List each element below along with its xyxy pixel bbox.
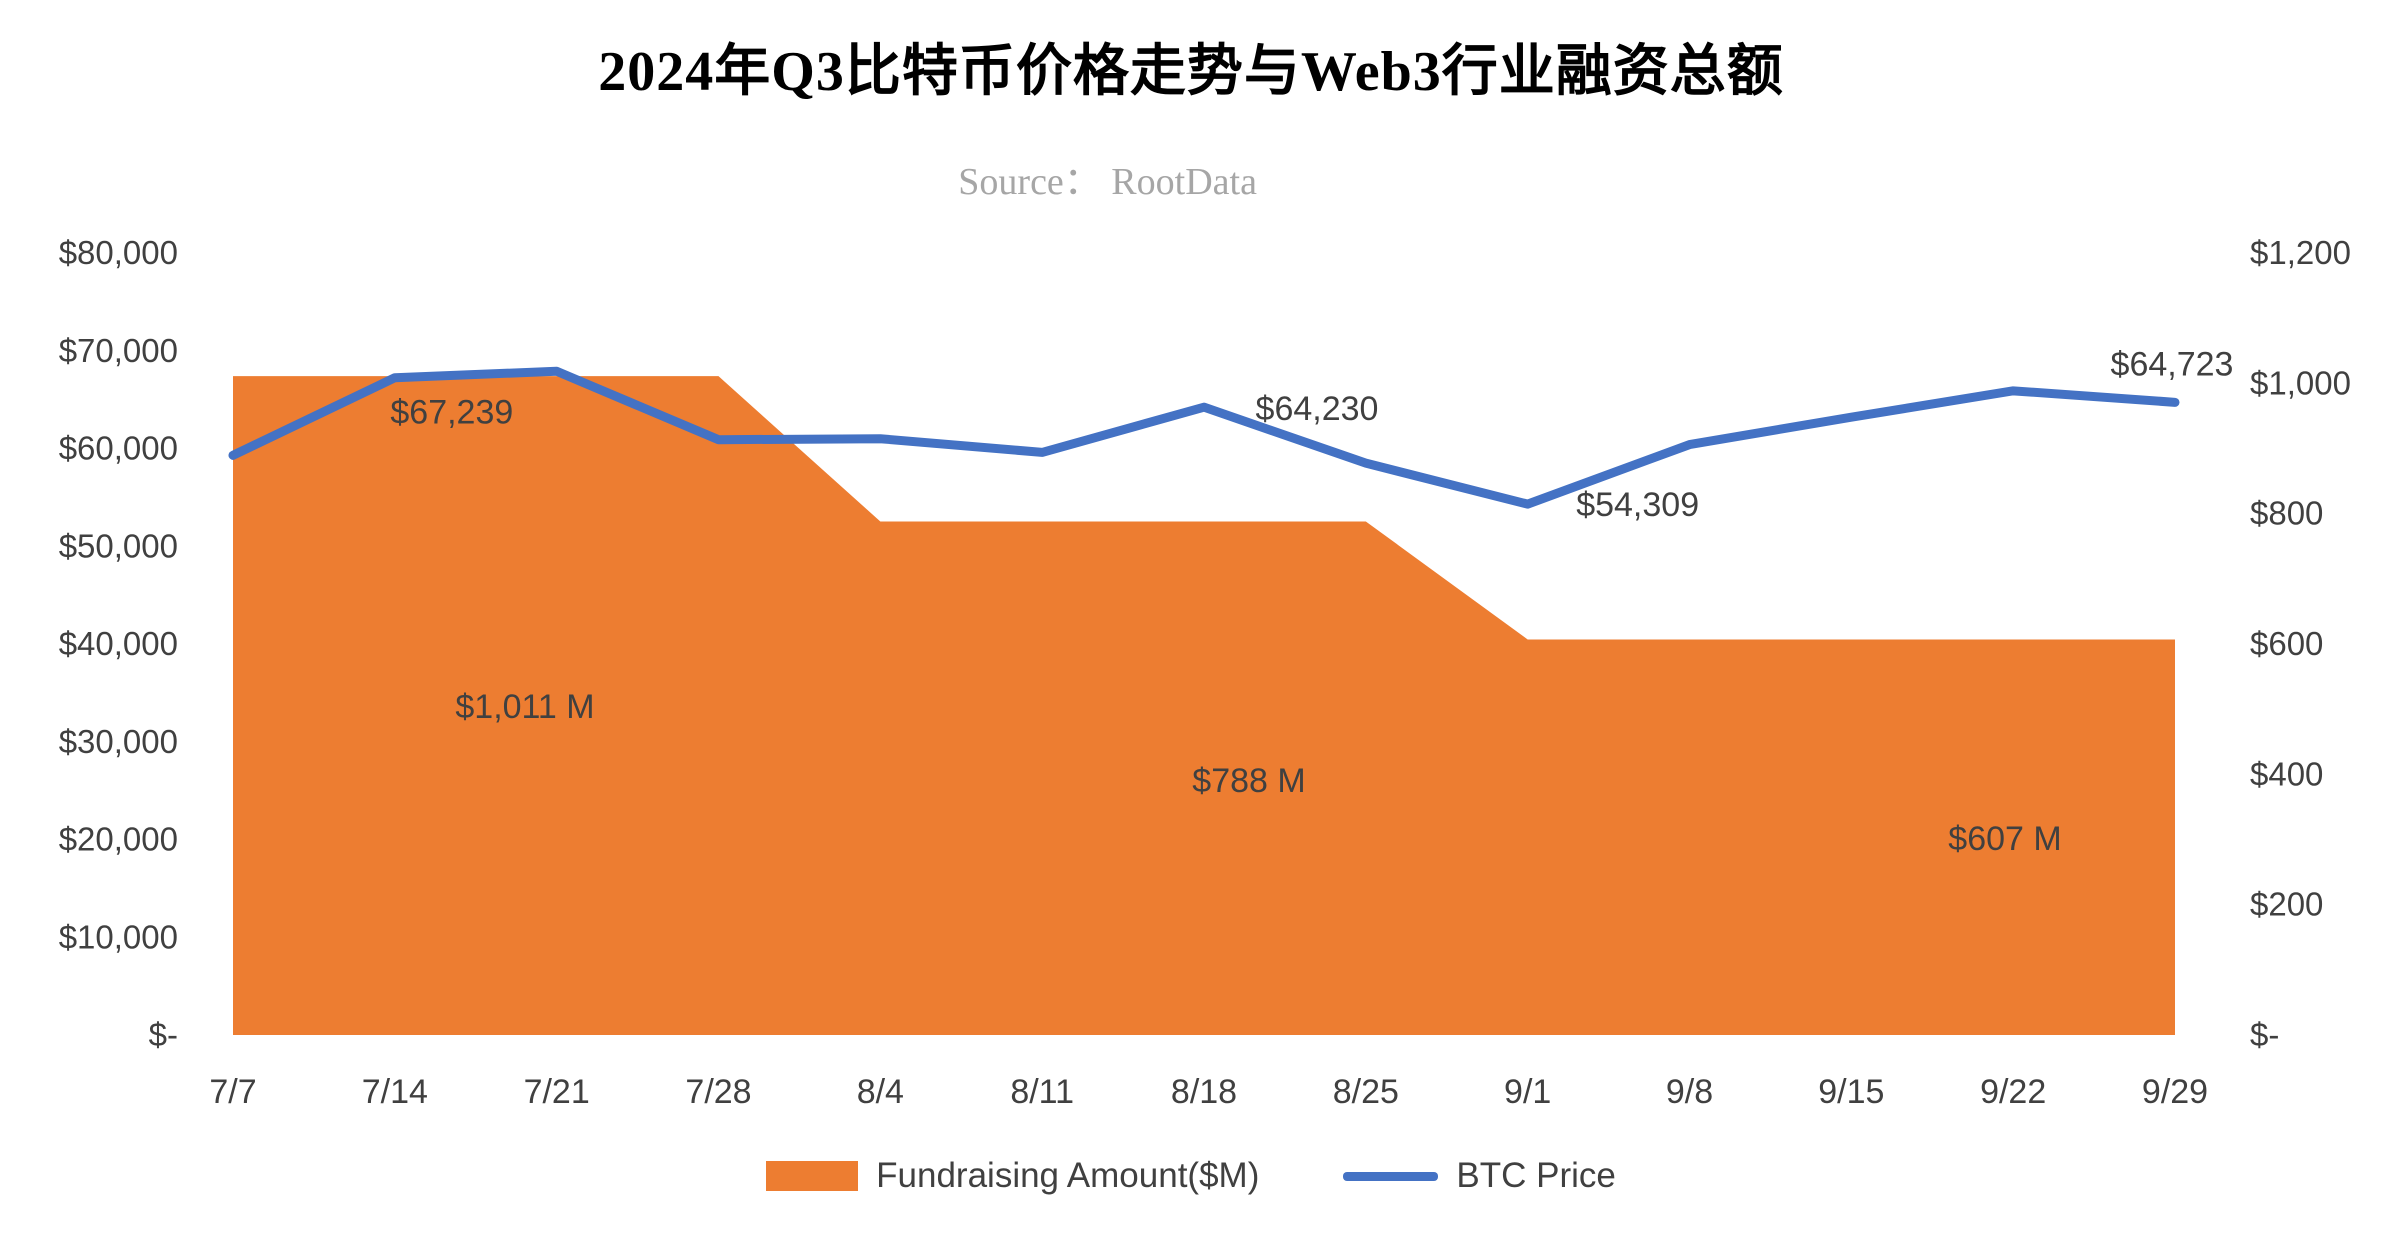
x-axis-label: 9/22 bbox=[1980, 1073, 2046, 1111]
right-axis-tick-label: $400 bbox=[2250, 755, 2323, 792]
x-axis-label: 7/28 bbox=[685, 1073, 751, 1111]
left-axis-tick-label: $80,000 bbox=[59, 234, 178, 271]
x-axis-label: 7/14 bbox=[362, 1073, 428, 1111]
btc-price-line-swatch bbox=[1343, 1171, 1439, 1181]
btc-price-line-series bbox=[228, 366, 2180, 509]
x-axis-label: 9/8 bbox=[1666, 1073, 1713, 1111]
left-axis-tick-label: $50,000 bbox=[59, 527, 178, 564]
left-axis-tick-label: $- bbox=[149, 1016, 178, 1053]
chart-legend: Fundraising Amount($M) BTC Price bbox=[0, 1156, 2382, 1196]
left-axis-tick-label: $30,000 bbox=[59, 723, 178, 760]
right-axis-tick-label: $600 bbox=[2250, 625, 2323, 662]
legend-item-fundraising: Fundraising Amount($M) bbox=[766, 1156, 1259, 1196]
right-axis-tick-label: $- bbox=[2250, 1016, 2279, 1053]
line-data-label: $64,723 bbox=[2111, 345, 2234, 383]
left-axis-tick-label: $40,000 bbox=[59, 625, 178, 662]
line-data-label: $67,239 bbox=[390, 394, 513, 432]
right-axis-tick-label: $200 bbox=[2250, 886, 2323, 923]
chart-subtitle: Source： RootData bbox=[958, 161, 1257, 203]
line-data-label: $54,309 bbox=[1576, 486, 1699, 524]
fundraising-area-swatch bbox=[766, 1161, 859, 1191]
area-data-label: $1,011 M bbox=[455, 688, 594, 726]
fundraising-area-series bbox=[233, 376, 2175, 1035]
line-data-label: $64,230 bbox=[1256, 390, 1379, 428]
x-axis-label: 7/21 bbox=[524, 1073, 590, 1111]
x-axis-label: 9/29 bbox=[2142, 1073, 2208, 1111]
legend-item-btc-price: BTC Price bbox=[1343, 1156, 1616, 1196]
x-axis-label: 8/4 bbox=[857, 1073, 904, 1111]
fundraising-legend-label: Fundraising Amount($M) bbox=[876, 1156, 1260, 1195]
x-axis-label: 9/1 bbox=[1504, 1073, 1551, 1111]
left-axis-tick-label: $20,000 bbox=[59, 821, 178, 858]
right-axis-tick-label: $800 bbox=[2250, 495, 2323, 532]
x-axis-label: 8/18 bbox=[1171, 1073, 1237, 1111]
x-axis-label: 9/15 bbox=[1818, 1073, 1884, 1111]
left-axis-tick-label: $10,000 bbox=[59, 918, 178, 955]
btc-price-legend-label: BTC Price bbox=[1456, 1156, 1616, 1195]
x-axis-label: 8/11 bbox=[1010, 1073, 1074, 1111]
left-axis-tick-label: $70,000 bbox=[59, 332, 178, 369]
x-axis-label: 7/7 bbox=[209, 1073, 256, 1111]
right-axis-tick-label: $1,000 bbox=[2250, 364, 2351, 401]
area-data-label: $788 M bbox=[1192, 762, 1305, 800]
chart-title: 2024年Q3比特币价格走势与Web3行业融资总额 bbox=[598, 41, 1784, 103]
right-axis-tick-label: $1,200 bbox=[2250, 234, 2351, 271]
area-data-label: $607 M bbox=[1948, 820, 2061, 858]
x-axis-label: 8/25 bbox=[1333, 1073, 1399, 1111]
left-axis-tick-label: $60,000 bbox=[59, 430, 178, 467]
